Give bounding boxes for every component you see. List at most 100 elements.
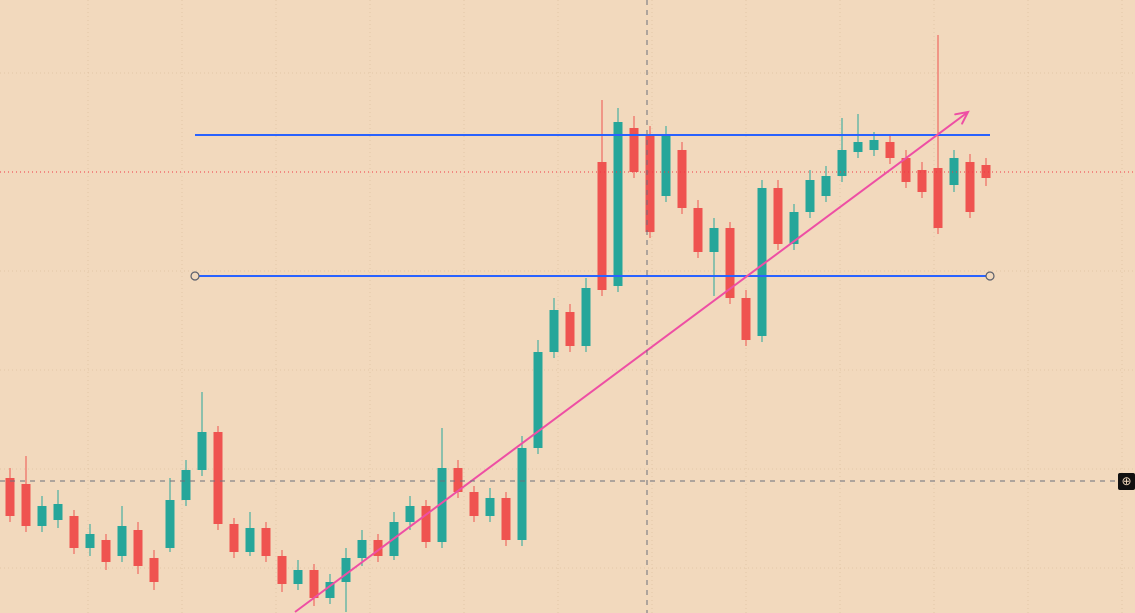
candle-body xyxy=(757,188,767,336)
candle-body xyxy=(197,432,207,470)
candle xyxy=(725,222,735,304)
candle-body xyxy=(629,128,639,172)
candle-body xyxy=(981,165,991,178)
candle xyxy=(661,126,671,202)
candle xyxy=(469,486,479,522)
candle xyxy=(901,150,911,188)
candle xyxy=(917,162,927,198)
candle xyxy=(213,426,223,530)
candle xyxy=(501,492,511,546)
candle xyxy=(5,468,15,522)
candle-body xyxy=(581,288,591,346)
candle xyxy=(485,488,495,522)
drawing-anchor-handle[interactable] xyxy=(190,271,200,281)
trend-arrow-drawing[interactable] xyxy=(294,110,970,613)
candle xyxy=(373,534,383,562)
candle xyxy=(805,170,815,218)
candle-body xyxy=(37,506,47,526)
candle xyxy=(197,392,207,476)
user-drawings-layer[interactable] xyxy=(190,110,995,613)
candle-body xyxy=(357,540,367,558)
candle-body xyxy=(485,498,495,516)
drawing-anchor-handle[interactable] xyxy=(985,271,995,281)
candle-body xyxy=(597,162,607,290)
crosshair-plus-icon: ⊕ xyxy=(1121,474,1132,488)
candle-body xyxy=(405,506,415,522)
candle xyxy=(981,158,991,186)
candle-body xyxy=(293,570,303,584)
candle-body xyxy=(837,150,847,176)
candle-body xyxy=(853,142,863,152)
candle xyxy=(405,496,415,530)
candle xyxy=(101,534,111,570)
candle xyxy=(69,510,79,554)
candle-body xyxy=(709,228,719,252)
candle-body xyxy=(101,540,111,562)
trend-line-segment[interactable] xyxy=(294,111,969,613)
candle-body xyxy=(613,122,623,286)
candle-body xyxy=(21,484,31,526)
candle xyxy=(277,550,287,592)
candle-body xyxy=(181,470,191,500)
candle-body xyxy=(149,558,159,582)
candle xyxy=(693,200,703,258)
candle-body xyxy=(677,150,687,208)
candle-body xyxy=(869,140,879,150)
lower-support-line[interactable] xyxy=(190,271,995,281)
candle-body xyxy=(421,506,431,542)
candle-body xyxy=(341,558,351,582)
candle-body xyxy=(789,212,799,244)
candle-body xyxy=(501,498,511,540)
candle-body xyxy=(469,492,479,516)
candle-body xyxy=(229,524,239,552)
candle xyxy=(325,574,335,604)
candle-body xyxy=(117,526,127,556)
candle-body xyxy=(693,208,703,252)
candle xyxy=(613,108,623,292)
candle xyxy=(949,150,959,192)
candle-body xyxy=(773,188,783,244)
candle-body xyxy=(805,180,815,212)
candle xyxy=(533,340,543,454)
candle xyxy=(229,518,239,558)
candle-body xyxy=(933,168,943,228)
candle-body xyxy=(373,540,383,556)
candle-body xyxy=(965,162,975,212)
candle xyxy=(677,142,687,214)
candle xyxy=(773,180,783,250)
candle-body xyxy=(165,500,175,548)
candle-body xyxy=(309,570,319,598)
candle-body xyxy=(901,158,911,182)
candle xyxy=(645,126,655,238)
candle-body xyxy=(69,516,79,548)
candle xyxy=(293,560,303,590)
candle xyxy=(517,436,527,546)
candle-body xyxy=(885,142,895,158)
candle xyxy=(261,522,271,562)
candle-body xyxy=(741,298,751,340)
candle-body xyxy=(325,582,335,598)
candle-body xyxy=(277,556,287,584)
candle-body xyxy=(53,504,63,520)
candle xyxy=(181,460,191,506)
candle xyxy=(117,506,127,562)
candle xyxy=(709,218,719,296)
candle xyxy=(549,298,559,358)
candle xyxy=(437,428,447,548)
candle-body xyxy=(5,478,15,516)
trend-arrow-head[interactable] xyxy=(954,110,970,125)
candle-body xyxy=(549,310,559,352)
candle xyxy=(757,180,767,342)
candle xyxy=(821,166,831,202)
crosshair-plus-button[interactable]: ⊕ xyxy=(1118,473,1135,490)
candle xyxy=(149,550,159,590)
candle-body xyxy=(133,530,143,566)
candle xyxy=(133,522,143,574)
candle xyxy=(597,100,607,296)
candle-body xyxy=(437,468,447,542)
candle-body xyxy=(453,468,463,492)
candle xyxy=(245,512,255,556)
